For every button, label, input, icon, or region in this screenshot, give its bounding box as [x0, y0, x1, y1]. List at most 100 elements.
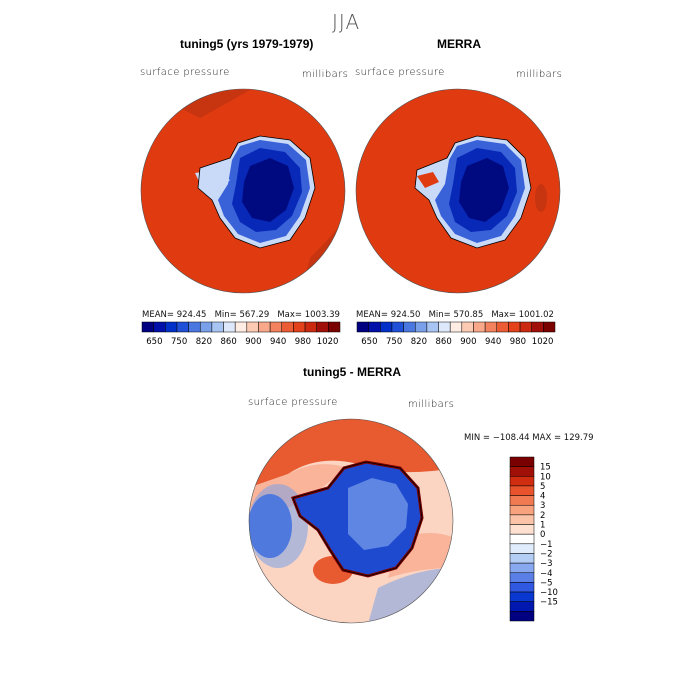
colorbar-swatch: [509, 485, 535, 496]
colorbar-swatch: [509, 562, 535, 574]
colorbar-swatch: [509, 611, 535, 622]
colorbar-swatch: [509, 514, 535, 525]
colorbar-tick-label: −1: [540, 540, 553, 550]
min-value: 570.85: [453, 310, 484, 320]
colorbar-swatch: [403, 321, 416, 333]
colorbar-swatch: [509, 543, 535, 554]
colorbar-tick-label: 650: [361, 337, 377, 347]
colorbar-swatch: [509, 504, 535, 516]
colorbar-swatch: [426, 321, 439, 333]
colorbar-swatch: [509, 601, 535, 612]
max-value: 1001.02: [518, 310, 554, 320]
colorbar-tick-label: −2: [540, 549, 553, 559]
mean-label: MEAN=: [356, 310, 388, 320]
colorbar-swatch: [211, 321, 224, 333]
variable-label-right: surface pressure: [355, 67, 445, 78]
units-label-right: millibars: [516, 69, 563, 80]
colorbar-swatch: [368, 321, 381, 333]
colorbar-tick-label: 900: [460, 337, 476, 347]
colorbar-swatch: [449, 321, 463, 333]
colorbar-tick-label: −10: [540, 588, 558, 598]
min-value: 567.29: [239, 310, 270, 320]
colorbar-swatch: [391, 321, 404, 333]
mean-value: 924.50: [390, 310, 421, 320]
colorbar-swatch: [509, 553, 535, 564]
colorbar-swatch: [223, 321, 236, 333]
diff-minmax: MIN = −108.44 MAX = 129.79: [464, 433, 594, 443]
colorbar-swatch: [473, 321, 486, 333]
colorbar-model: 650 750 820 860 900 940 980 1020: [141, 321, 341, 347]
colorbar-tick-label: 860: [221, 337, 237, 347]
colorbar-swatch: [199, 321, 213, 333]
colorbar-tick-label: 3: [540, 501, 545, 511]
colorbar-tick-label: −15: [540, 598, 558, 608]
colorbar-swatch: [316, 321, 329, 333]
colorbar-swatch: [258, 321, 271, 333]
colorbar-tick-label: 750: [386, 337, 402, 347]
colorbar-swatch: [246, 321, 259, 333]
colorbar-obs: 650 750 820 860 900 940 980 1020: [356, 321, 556, 347]
mean-value: 924.45: [176, 310, 207, 320]
colorbar-tick-label: 15: [540, 463, 551, 473]
colorbar-swatch: [328, 321, 341, 333]
colorbar-swatch: [165, 321, 178, 333]
min-label: Min=: [428, 310, 451, 320]
colorbar-tick-label: 5: [540, 482, 545, 492]
panel-title-model: tuning5 (yrs 1979-1979): [180, 37, 314, 51]
colorbar-tick-label: 940: [485, 337, 501, 347]
colorbar-swatch: [509, 476, 535, 487]
colorbar-swatch: [141, 321, 154, 333]
colorbar-tick-label: 980: [510, 337, 526, 347]
colorbar-tick-label: 980: [295, 337, 311, 347]
colorbar-swatch: [509, 495, 535, 506]
colorbar-swatch: [356, 321, 369, 333]
colorbar-swatch: [543, 321, 556, 333]
colorbar-swatch: [508, 321, 521, 333]
map-model: [140, 88, 346, 294]
colorbar-swatch: [304, 321, 317, 333]
colorbar-swatch: [281, 321, 294, 333]
stats-obs: MEAN= 924.50 Min= 570.85 Max= 1001.02: [356, 310, 554, 320]
colorbar-tick-label: 820: [411, 337, 427, 347]
colorbar-tick-label: 900: [245, 337, 261, 347]
colorbar-tick-label: 10: [540, 472, 551, 482]
stats-model: MEAN= 924.45 Min= 567.29 Max= 1003.39: [142, 310, 340, 320]
colorbar-tick-label: 860: [436, 337, 452, 347]
colorbar-tick-label: 820: [196, 337, 212, 347]
colorbar-tick-label: 2: [540, 511, 545, 521]
colorbar-swatch: [531, 321, 544, 333]
colorbar-tick-label: 4: [540, 492, 545, 502]
colorbar-swatch: [153, 321, 166, 333]
colorbar-tick-label: −5: [540, 578, 553, 588]
colorbar-swatch: [509, 582, 535, 593]
colorbar-swatch: [269, 321, 283, 333]
colorbar-swatch: [496, 321, 509, 333]
panel-title-obs: MERRA: [437, 37, 481, 51]
colorbar-swatch: [509, 591, 535, 602]
colorbar-tick-label: 1: [540, 521, 545, 531]
max-label: Max=: [491, 310, 517, 320]
map-obs: [355, 88, 561, 294]
units-label-left: millibars: [302, 69, 349, 80]
variable-label-diff: surface pressure: [248, 397, 338, 408]
colorbar-swatch: [188, 321, 201, 333]
colorbar-swatch: [509, 533, 535, 545]
panel-title-diff: tuning5 - MERRA: [303, 365, 401, 379]
season-title: JJA: [332, 10, 361, 34]
colorbar-swatch: [176, 321, 189, 333]
min-label: Min=: [214, 310, 237, 320]
colorbar-swatch: [509, 466, 535, 477]
colorbar-tick-label: −3: [540, 559, 553, 569]
colorbar-swatch: [380, 321, 393, 333]
colorbar-swatch: [461, 321, 474, 333]
units-label-diff: millibars: [408, 399, 455, 410]
max-label: Max=: [277, 310, 303, 320]
colorbar-swatch: [293, 321, 306, 333]
colorbar-tick-label: 650: [146, 337, 162, 347]
colorbar-tick-label: −4: [540, 569, 553, 579]
map-difference: [248, 418, 454, 624]
colorbar-swatch: [509, 524, 535, 535]
colorbar-tick-label: 0: [540, 530, 545, 540]
colorbar-swatch: [414, 321, 428, 333]
